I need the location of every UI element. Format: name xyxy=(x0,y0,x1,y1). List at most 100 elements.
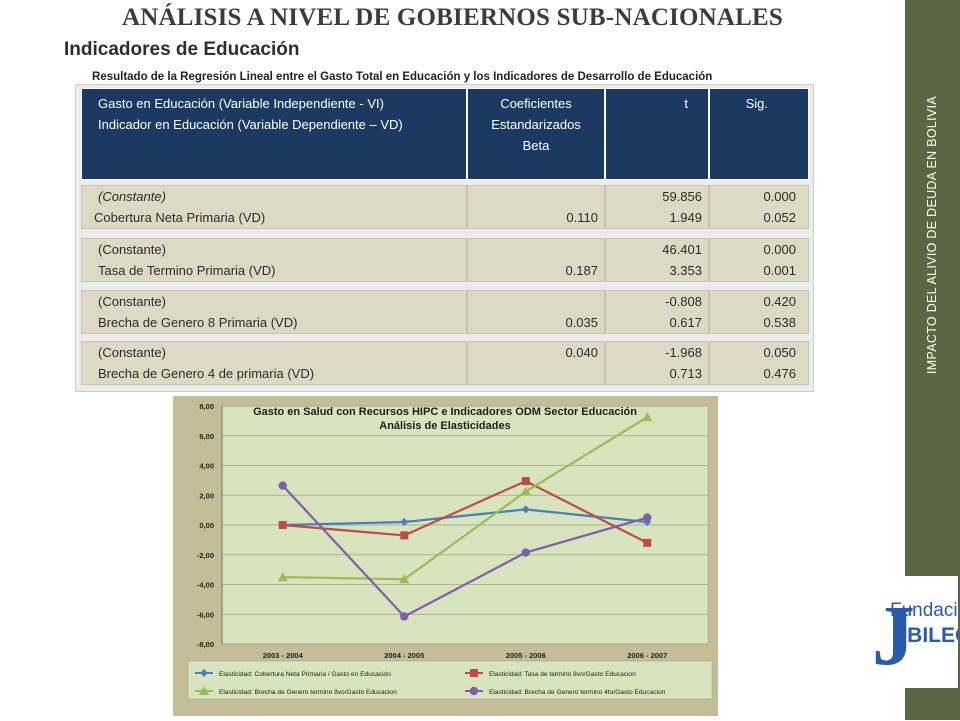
group3-label-vd: Brecha de Genero 8 Primaria (VD) xyxy=(98,315,298,330)
side-bar-text: IMPACTO DEL ALIVIO DE DEUDA EN BOLIVIA xyxy=(925,96,939,374)
group1-t1: 59.856 xyxy=(662,189,702,204)
y-tick-label: -6,00 xyxy=(197,610,214,619)
data-point-circle xyxy=(400,612,409,621)
group2-beta: 0.187 xyxy=(467,238,605,282)
group3-beta: 0.035 xyxy=(467,290,605,334)
data-point-diamond xyxy=(400,518,409,527)
group1-t: 59.856 1.949 xyxy=(605,185,709,229)
header-t: t xyxy=(605,88,709,180)
logo-graphic: J Fundación UBILEO xyxy=(872,587,960,683)
group1-label-constant: (Constante) xyxy=(98,189,166,204)
data-point-square xyxy=(400,531,409,540)
regression-table: Gasto en Educación (Variable Independien… xyxy=(75,84,814,392)
x-tick-label: 2006 - 2007 xyxy=(627,651,667,660)
group2-beta2: 0.187 xyxy=(565,263,598,278)
y-tick-label: -4,00 xyxy=(197,581,214,590)
slide-subtitle: Indicadores de Educación xyxy=(64,39,300,60)
data-point-diamond xyxy=(200,669,208,677)
y-tick-label: 6,00 xyxy=(199,432,214,441)
series-line xyxy=(281,484,648,618)
group4-beta: 0.040 xyxy=(467,341,605,385)
series-line xyxy=(282,416,648,581)
group2-t1: 46.401 xyxy=(662,242,702,257)
fundacion-jubileo-logo: J Fundación UBILEO xyxy=(848,576,960,688)
data-point-circle xyxy=(643,513,652,522)
group3-t: -0.808 0.617 xyxy=(605,290,709,334)
logo-text-top: Fundación xyxy=(890,600,958,621)
data-point-triangle xyxy=(520,486,531,496)
group3-label-constant: (Constante) xyxy=(98,294,166,309)
group4-t1: -1.968 xyxy=(665,345,702,360)
group1-beta1 xyxy=(468,186,598,207)
group3-t2: 0.617 xyxy=(669,315,702,330)
group1-sig2: 0.052 xyxy=(763,210,796,225)
data-point-triangle xyxy=(199,686,209,695)
group1-beta: 0.110 xyxy=(467,185,605,229)
group1-sig1: 0.000 xyxy=(763,189,796,204)
group3-t1: -0.808 xyxy=(665,294,702,309)
x-tick-label: 2003 - 2004 xyxy=(263,651,304,660)
slide-title: ANÁLISIS A NIVEL DE GOBIERNOS SUB-NACION… xyxy=(121,4,784,31)
data-point-triangle xyxy=(399,574,410,584)
data-point-circle xyxy=(278,481,287,490)
data-point-diamond xyxy=(521,505,530,514)
data-point-square xyxy=(278,521,287,529)
y-tick-label: 4,00 xyxy=(199,462,214,471)
group3-beta2: 0.035 xyxy=(565,315,598,330)
header-beta-line1: Coeficientes xyxy=(500,96,572,111)
elasticity-chart-frame: 8,00 6,00 4,00 2,00 0,00 -2,00 -4,00 -6,00 -8,00… xyxy=(173,396,718,716)
group3-beta1 xyxy=(468,291,598,312)
logo-letter: J xyxy=(872,587,915,683)
logo-text-bottom: UBILEO xyxy=(892,624,958,647)
group3-sig2: 0.538 xyxy=(763,315,796,330)
group2-beta1 xyxy=(468,239,598,260)
header-beta-line2: Estandarizados xyxy=(491,117,581,132)
group3-sig: 0.420 0.538 xyxy=(709,290,809,334)
group1-sig: 0.000 0.052 xyxy=(709,185,809,229)
y-tick-label: -2,00 xyxy=(197,551,214,560)
header-sig: Sig. xyxy=(709,88,809,180)
elasticity-chart: 8,00 6,00 4,00 2,00 0,00 -2,00 -4,00 -6,00 -8,00… xyxy=(187,402,713,700)
data-point-square xyxy=(643,538,652,547)
group4-sig1: 0.050 xyxy=(763,345,796,360)
group4-label-constant: (Constante) xyxy=(98,345,166,360)
legend-label: Elasticidad: Brecha de Genero termino 4t… xyxy=(489,689,666,696)
header-vi-label: Gasto en Educación (Variable Independien… xyxy=(98,96,384,111)
y-tick-label: -8,00 xyxy=(197,640,214,649)
group4-t: -1.968 0.713 xyxy=(605,341,709,385)
group4-labels: (Constante) Brecha de Genero 4 de primar… xyxy=(81,341,467,385)
group2-labels: (Constante) Tasa de Termino Primaria (VD… xyxy=(81,238,467,282)
y-tick-label: 0,00 xyxy=(199,521,214,530)
group4-label-vd: Brecha de Genero 4 de primaria (VD) xyxy=(98,366,315,381)
legend-label: Elasticidad: Brecha de Genero termino 8v… xyxy=(219,689,397,696)
group4-sig2: 0.476 xyxy=(763,366,796,381)
header-variables: Gasto en Educación (Variable Independien… xyxy=(81,88,467,180)
series-line xyxy=(282,508,648,527)
header-vd-label: Indicador en Educación (Variable Dependi… xyxy=(98,117,403,132)
group2-t2: 3.353 xyxy=(669,263,702,278)
data-point-circle xyxy=(521,548,530,557)
series-line xyxy=(282,479,648,544)
header-beta-line3: Beta xyxy=(522,138,550,153)
group2-label-vd: Tasa de Termino Primaria (VD) xyxy=(98,263,276,278)
group2-sig1: 0.000 xyxy=(763,242,796,257)
group3-sig1: 0.420 xyxy=(763,294,796,309)
legend-label: Elasticidad: Cobertura Neta Primaria / G… xyxy=(219,671,391,678)
chart-title: Gasto en Salud con Recursos HIPC e Indic… xyxy=(253,406,637,418)
group2-sig2: 0.001 xyxy=(763,263,796,278)
data-point-triangle xyxy=(642,412,653,422)
group4-beta1: 0.040 xyxy=(565,345,598,360)
data-point-square xyxy=(521,477,530,486)
x-tick-label: 2005 - 2006 xyxy=(506,651,546,660)
legend-box xyxy=(187,660,713,700)
data-point-triangle xyxy=(277,572,288,582)
x-tick-label: 2004 - 2005 xyxy=(384,651,424,660)
group1-beta2: 0.110 xyxy=(566,210,598,225)
y-tick-label: 2,00 xyxy=(199,491,214,500)
group1-label-vd: Cobertura Neta Primaria (VD) xyxy=(94,210,266,225)
group2-label-constant: (Constante) xyxy=(98,242,166,257)
chart-subtitle: Análisis de Elasticidades xyxy=(379,420,510,432)
data-point-circle xyxy=(469,686,479,696)
y-tick-label: 8,00 xyxy=(199,402,214,411)
group4-t2: 0.713 xyxy=(669,366,702,381)
